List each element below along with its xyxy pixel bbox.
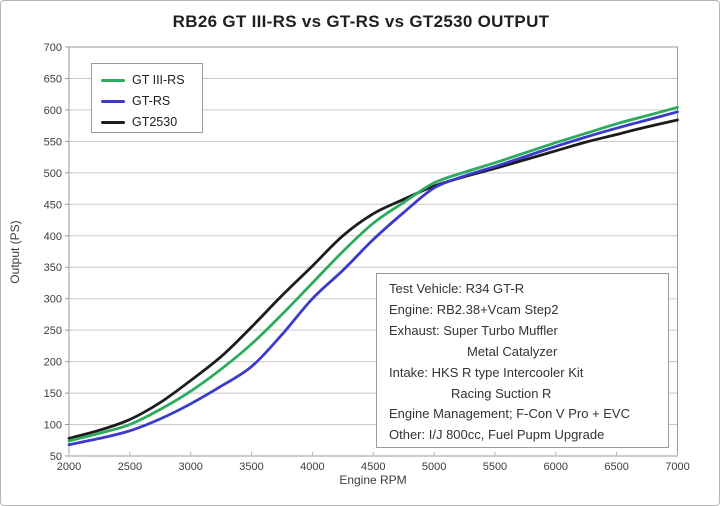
y-tick-label: 50 (50, 451, 62, 463)
legend-entry: GT2530 (101, 112, 202, 132)
x-tick-label: 7000 (665, 461, 689, 473)
x-tick-label: 5500 (483, 461, 507, 473)
info-box-line: Engine: RB2.38+Vcam Step2 (389, 301, 559, 317)
y-tick-label: 250 (44, 325, 62, 337)
legend-line-icon (101, 99, 125, 103)
legend-entry: GT III-RS (101, 70, 202, 90)
x-tick-label: 4500 (361, 461, 385, 473)
x-tick-label: 2000 (57, 461, 81, 473)
info-box-line: Metal Catalyzer (467, 343, 558, 359)
y-tick-label: 500 (44, 168, 62, 180)
x-axis-title: Engine RPM (339, 473, 407, 487)
x-tick-label: 6500 (604, 461, 628, 473)
x-tick-label: 6000 (544, 461, 568, 473)
x-tick-label: 3000 (178, 461, 202, 473)
y-tick-label: 350 (44, 262, 62, 274)
series-line-gt-rs (67, 110, 679, 447)
y-axis-title: Output (PS) (8, 220, 22, 284)
series-line-gt2530 (67, 118, 679, 440)
legend: GT III-RS GT-RS GT2530 (91, 63, 203, 133)
y-tick-label: 100 (44, 420, 62, 432)
y-tick-label: 300 (44, 294, 62, 306)
y-tick-label: 650 (44, 73, 62, 85)
y-tick-label: 150 (44, 388, 62, 400)
y-tick-label: 450 (44, 199, 62, 211)
info-box-line: Intake: HKS R type Intercooler Kit (389, 364, 584, 380)
legend-entry: GT-RS (101, 91, 202, 111)
x-tick-label: 5000 (422, 461, 446, 473)
legend-label: GT-RS (132, 94, 171, 108)
x-tick-label: 2500 (118, 461, 142, 473)
y-tick-label: 200 (44, 357, 62, 369)
y-tick-label: 400 (44, 231, 62, 243)
info-box-line: Exhaust: Super Turbo Muffler (389, 322, 558, 338)
y-tick-label: 550 (44, 136, 62, 148)
info-box-line: Test Vehicle: R34 GT-R (389, 281, 525, 296)
legend-label: GT2530 (132, 115, 178, 129)
info-box-line: Racing Suction R (451, 385, 552, 401)
y-tick-label: 600 (44, 105, 62, 117)
info-box-line: Other: I/J 800cc, Fuel Pupm Upgrade (389, 427, 605, 443)
chart-title: RB26 GT III-RS vs GT-RS vs GT2530 OUTPUT (172, 12, 550, 31)
info-box-line: Engine Management; F-Con V Pro + EVC (389, 406, 630, 422)
legend-label: GT III-RS (132, 73, 185, 87)
x-tick-label: 3500 (239, 461, 263, 473)
info-box: Test Vehicle: R34 GT-R Engine: RB2.38+Vca… (376, 273, 669, 448)
legend-line-icon (101, 120, 125, 124)
x-tick-label: 4000 (300, 461, 324, 473)
y-tick-label: 700 (44, 42, 62, 54)
series-line-gt-iii-rs (67, 106, 679, 443)
legend-line-icon (101, 78, 125, 82)
